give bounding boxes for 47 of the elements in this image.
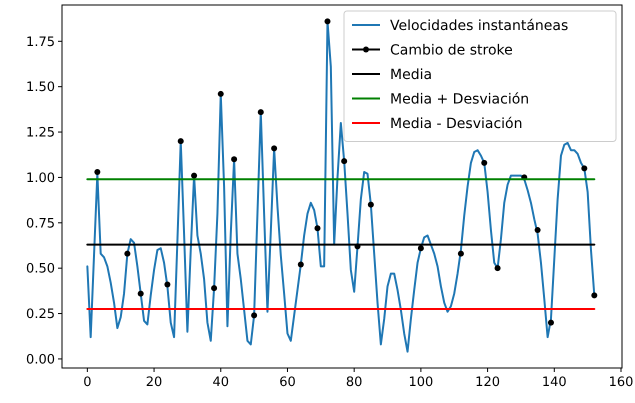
point [494,265,501,272]
legend-label: Velocidades instantáneas [390,18,568,34]
point [251,312,258,318]
point [341,158,348,164]
point [591,292,598,298]
x-tick-label: 0 [83,375,92,390]
x-tick-label: 140 [542,375,567,390]
point [418,245,424,252]
x-tick-label: 100 [408,375,434,390]
y-tick-label: 1.75 [26,34,55,50]
y-tick-label: 0.00 [26,352,55,368]
point [314,225,320,232]
point [298,262,304,268]
point [218,90,224,97]
point [324,18,330,24]
point [124,250,130,257]
x-tick-label: 60 [279,375,296,390]
y-tick-label: 0.75 [26,216,55,232]
y-tick-label: 1.25 [26,126,55,141]
y-tick-label: 0.50 [26,262,55,277]
point [368,202,374,208]
x-tick-label: 120 [475,375,500,390]
point [481,160,488,166]
x-tick-label: 20 [146,375,162,390]
point [534,227,541,234]
point [458,250,464,257]
legend-label: Media + Desviación [390,92,530,108]
x-tick-label: 80 [346,375,362,390]
point [271,145,278,152]
point [178,138,184,144]
point [94,168,100,175]
legend-label: Media - Desviación [390,116,522,132]
point [164,282,170,288]
point [258,109,264,116]
point [581,165,588,172]
legend-label: Cambio de stroke [390,42,513,58]
point [211,285,218,292]
point [138,290,144,297]
x-tick-label: 160 [608,375,634,390]
point [191,172,198,179]
y-tick-label: 1.50 [26,80,55,96]
x-tick-label: 40 [212,375,230,390]
y-tick-label: 0.25 [26,307,55,322]
point [231,156,238,162]
point [548,320,554,326]
y-tick-label: 1.00 [26,170,55,186]
legend-label: Media [390,67,432,83]
